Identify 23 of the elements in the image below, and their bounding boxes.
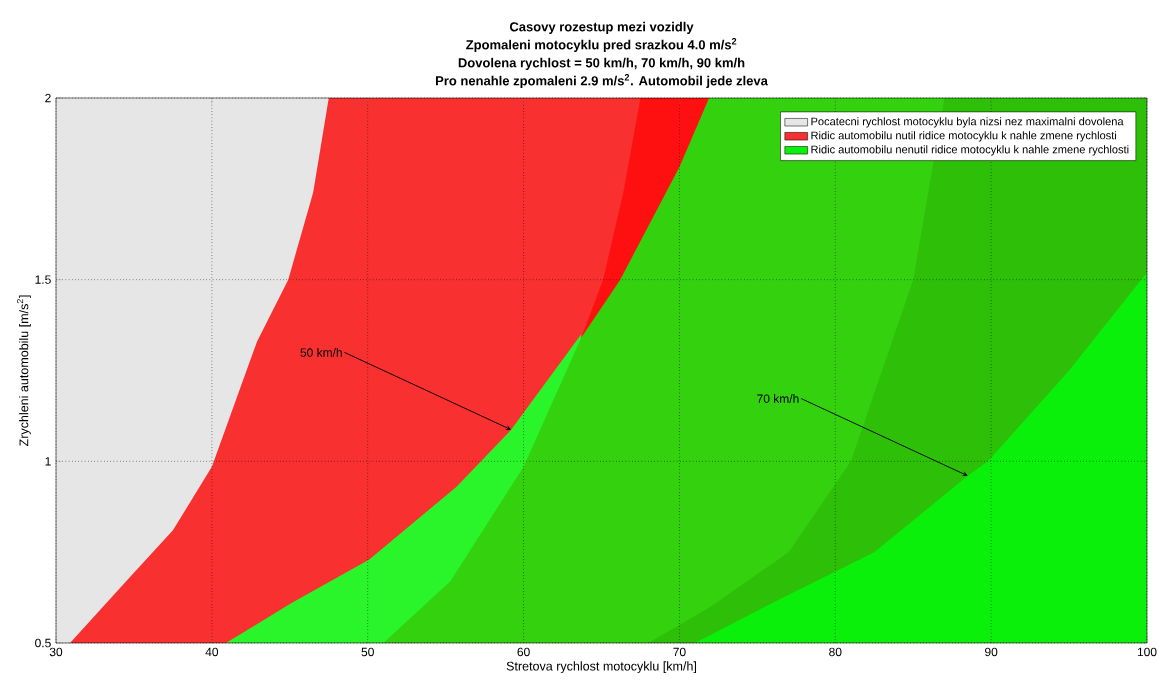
text: Pro nenahle zpomaleni 2.9 m/s$^{2}$. Automobil jede zleva [436,74,768,88]
y-axis-title: Zrychleni automobilu [m/s$^{2}$] [16,295,31,447]
y-tick-label: 2 [45,93,51,103]
x-tick-label: 60 [517,647,530,657]
chart-subtitle: Zpomaleni motocyklu pred srazkou 4.0 m/s$^{2}$ [466,38,737,52]
annotation: 50 km/h [300,347,342,357]
x-tick-label: 70 [673,647,686,657]
x-tick-label: 100 [1137,647,1157,657]
x-tick-label: 30 [49,647,63,657]
x-tick-label: 50 [361,647,374,657]
x-tick-label: 90 [985,647,998,657]
x-axis-title: Stretova rychlost motocyklu [km/h] [506,661,697,674]
y-tick-label: 1.5 [35,275,51,284]
x-tick-label: 80 [829,647,842,657]
legend-label: Ridic automobilu nenutil ridice motocyklu k nahle zmene rychlosti [811,145,1129,156]
legend-label: Pocatecni rychlost motocyklu byla nizsi nez maximalni dovolena [811,117,1124,128]
annotation: 70 km/h [757,394,799,403]
text: Dovolena rychlost = 50 km/h, 70 km/h, 90 km/h [458,57,745,70]
chart-title: Casovy rozestup mezi vozidly [509,21,694,34]
y-tick-label: 1 [45,457,51,466]
y-tick-label: 0.5 [35,638,51,648]
x-tick-label: 40 [205,647,219,657]
legend-label: Ridic automobilu nutil ridice motocyklu k nahle zmene rychlosti [811,131,1117,142]
